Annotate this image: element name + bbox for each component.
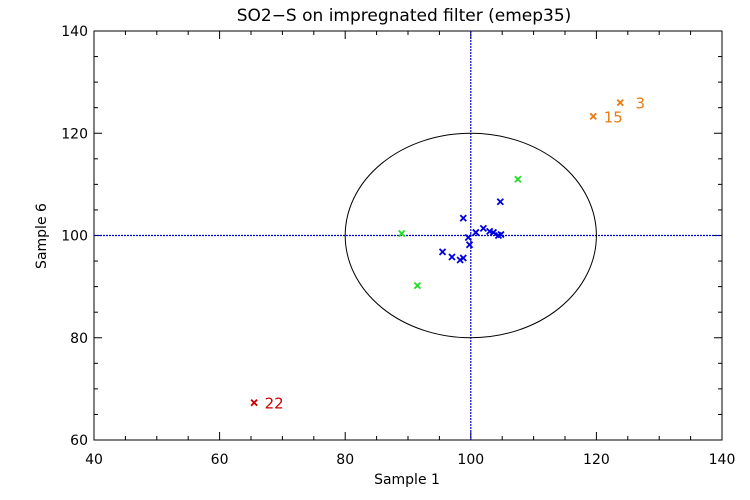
data-point-marker — [489, 228, 498, 237]
y-axis-label: Sample 6 — [34, 203, 50, 269]
point-label: 3 — [635, 95, 645, 113]
marker-stroke — [589, 112, 597, 121]
data-point-marker — [250, 399, 258, 407]
data-point-marker — [514, 175, 522, 183]
data-point-marker — [465, 241, 474, 249]
x-axis-label: Sample 1 — [374, 472, 440, 488]
marker-stroke — [464, 233, 472, 242]
marker-stroke — [459, 214, 467, 222]
data-point-marker — [497, 230, 505, 239]
marker-stroke — [514, 175, 522, 183]
tick-labels: 40 60 80 100 120 140 60 80 100 120 140 — [61, 24, 735, 468]
data-point-marker — [479, 224, 487, 232]
data-point-marker — [472, 228, 480, 237]
y-tick-label: 120 — [61, 126, 88, 142]
x-tick-label: 100 — [457, 452, 484, 468]
data-point-marker — [589, 112, 597, 121]
y-tick-label: 140 — [61, 24, 88, 40]
marker-stroke — [448, 253, 456, 261]
marker-stroke — [413, 281, 422, 290]
data-point-marker — [616, 98, 624, 107]
x-tick-label: 120 — [583, 452, 610, 468]
x-tick-label: 140 — [709, 452, 736, 468]
marker-stroke — [489, 228, 498, 237]
y-tick-label: 100 — [61, 229, 88, 245]
data-points — [250, 98, 624, 407]
x-tick-label: 60 — [211, 452, 229, 468]
data-point-marker — [398, 229, 406, 238]
marker-stroke — [250, 399, 258, 407]
marker-stroke — [472, 228, 480, 237]
chart-title: SO2−S on impregnated filter (emep35) — [237, 6, 572, 26]
marker-stroke — [616, 98, 624, 107]
data-point-marker — [464, 233, 472, 242]
tolerance-ellipse — [344, 132, 597, 339]
data-point-marker — [448, 253, 456, 261]
data-point-marker — [496, 198, 504, 206]
marker-stroke — [459, 254, 467, 262]
marker-stroke — [479, 224, 487, 232]
y-tick-label: 80 — [70, 331, 88, 347]
data-point-marker — [459, 254, 467, 262]
marker-stroke — [497, 230, 505, 239]
y-tick-label: 60 — [70, 433, 88, 449]
point-labels: 15 3 22 — [265, 95, 645, 413]
marker-stroke — [465, 241, 474, 249]
x-tick-label: 40 — [85, 452, 103, 468]
marker-stroke — [438, 248, 447, 256]
x-tick-label: 80 — [336, 452, 354, 468]
data-point-marker — [413, 281, 422, 290]
tolerance-ellipse-layer — [344, 132, 597, 339]
data-point-marker — [459, 214, 467, 222]
point-label: 15 — [604, 108, 623, 126]
point-label: 22 — [265, 395, 284, 413]
marker-stroke — [398, 229, 406, 238]
data-point-marker — [438, 248, 447, 256]
marker-stroke — [496, 198, 504, 206]
reference-lines — [94, 31, 722, 440]
